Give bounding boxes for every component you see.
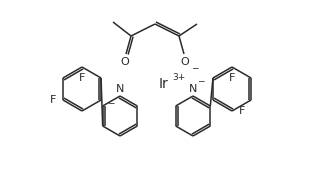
- Text: O: O: [121, 57, 130, 67]
- Text: −: −: [107, 98, 115, 108]
- Text: N: N: [189, 84, 197, 94]
- Text: F: F: [50, 95, 56, 105]
- Text: O: O: [181, 57, 189, 67]
- Text: F: F: [79, 73, 85, 83]
- Text: F: F: [239, 106, 245, 116]
- Text: −: −: [197, 77, 205, 85]
- Text: Ir: Ir: [158, 77, 168, 91]
- Text: −: −: [191, 64, 198, 73]
- Text: N: N: [116, 84, 124, 94]
- Text: F: F: [229, 73, 235, 83]
- Text: 3+: 3+: [172, 73, 185, 81]
